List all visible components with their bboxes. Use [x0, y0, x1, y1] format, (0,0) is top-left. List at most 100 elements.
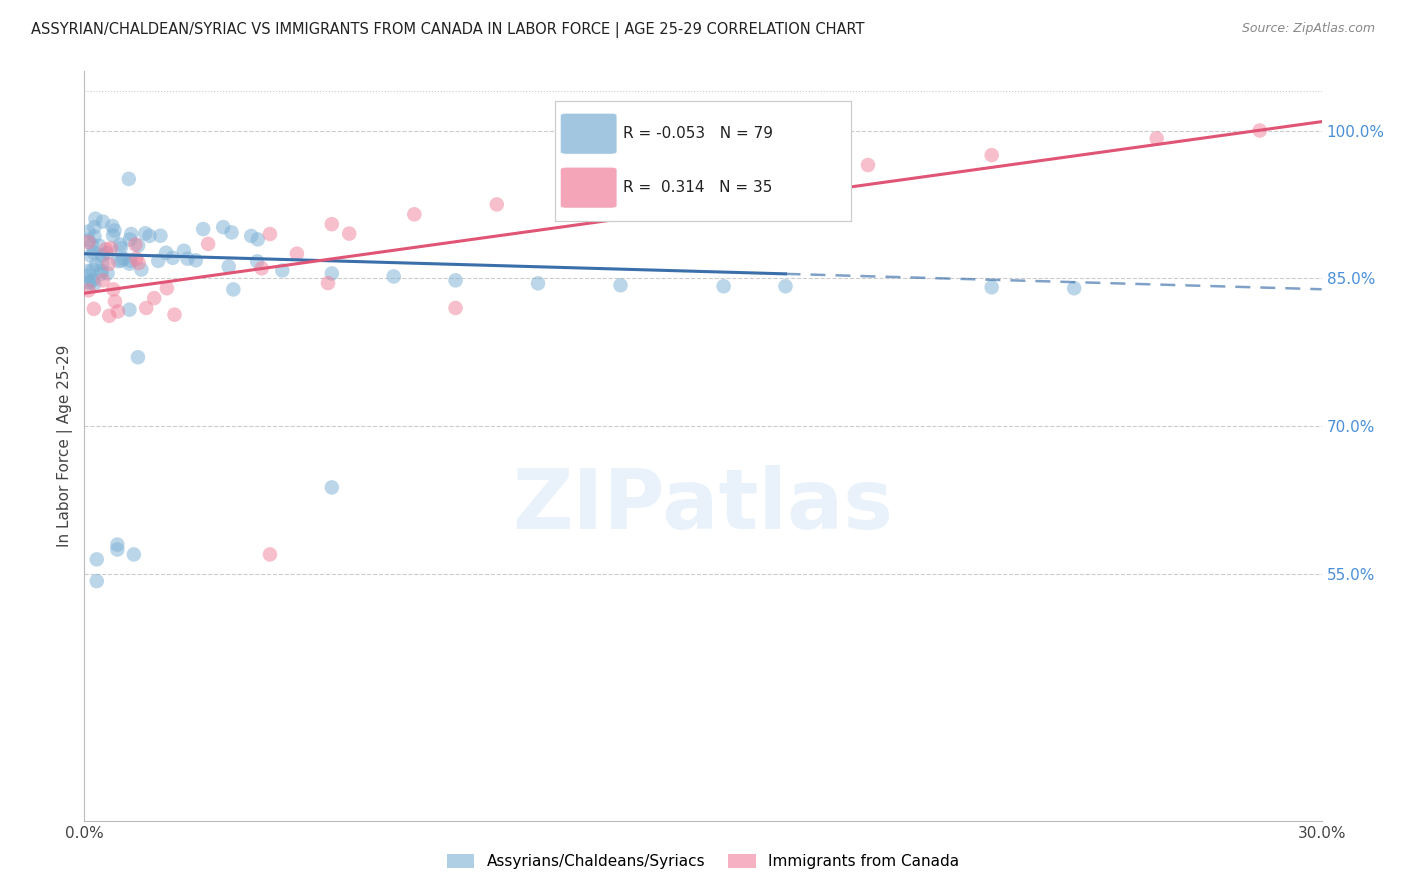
Point	[250, 261, 273, 276]
Point	[143, 291, 166, 305]
Point	[163, 308, 186, 322]
Point	[77, 235, 100, 249]
Point	[184, 253, 207, 268]
Point	[1249, 123, 1271, 137]
Point	[118, 232, 141, 246]
Point	[77, 283, 100, 297]
Point	[91, 248, 114, 262]
Point	[221, 226, 243, 240]
Point	[337, 227, 360, 241]
Point	[90, 264, 112, 278]
Point	[118, 302, 141, 317]
Text: ASSYRIAN/CHALDEAN/SYRIAC VS IMMIGRANTS FROM CANADA IN LABOR FORCE | AGE 25-29 CO: ASSYRIAN/CHALDEAN/SYRIAC VS IMMIGRANTS F…	[31, 22, 865, 38]
Point	[83, 229, 105, 244]
Point	[128, 256, 150, 270]
Point	[162, 251, 184, 265]
Point	[77, 225, 100, 239]
Point	[80, 237, 103, 252]
Point	[321, 480, 343, 494]
Text: ZIPatlas: ZIPatlas	[513, 466, 893, 547]
Point	[156, 281, 179, 295]
Point	[444, 301, 467, 315]
Point	[222, 282, 245, 296]
Point	[101, 228, 124, 243]
Point	[98, 309, 121, 323]
Point	[83, 277, 105, 291]
Point	[856, 158, 879, 172]
Point	[135, 301, 157, 315]
Point	[105, 542, 128, 557]
Point	[259, 548, 281, 562]
Point	[404, 207, 426, 221]
Point	[108, 237, 131, 252]
Point	[91, 273, 114, 287]
Point	[100, 241, 122, 255]
Point	[131, 262, 153, 277]
Point	[107, 304, 129, 318]
Point	[609, 278, 631, 293]
Point	[134, 227, 156, 241]
Point	[84, 258, 107, 272]
Point	[103, 282, 125, 296]
Point	[775, 279, 797, 293]
Point	[218, 260, 240, 274]
Point	[110, 253, 132, 268]
Point	[124, 237, 146, 252]
Point	[97, 266, 120, 280]
Point	[382, 269, 405, 284]
Point	[980, 148, 1002, 162]
Point	[89, 238, 111, 252]
Point	[149, 228, 172, 243]
Point	[127, 351, 149, 365]
Point	[90, 267, 112, 281]
Point	[1063, 281, 1085, 295]
Point	[246, 254, 269, 268]
Point	[148, 253, 170, 268]
Point	[191, 222, 214, 236]
Point	[485, 197, 508, 211]
Point	[444, 273, 467, 287]
Point	[77, 233, 100, 247]
Point	[122, 548, 145, 562]
Point	[86, 574, 108, 588]
Point	[240, 229, 263, 244]
Point	[112, 252, 135, 266]
Point	[321, 267, 343, 281]
Point	[155, 245, 177, 260]
Point	[120, 253, 142, 268]
Point	[107, 254, 129, 268]
Point	[176, 252, 198, 266]
Point	[105, 538, 128, 552]
Point	[212, 220, 235, 235]
Point	[138, 228, 160, 243]
Point	[125, 252, 148, 266]
Point	[77, 264, 100, 278]
Point	[83, 245, 105, 260]
Point	[609, 183, 631, 197]
Point	[91, 256, 114, 270]
Point	[103, 223, 125, 237]
Point	[82, 263, 104, 277]
Point	[321, 217, 343, 231]
Point	[79, 277, 101, 291]
Point	[94, 242, 117, 256]
Point	[97, 257, 120, 271]
Point	[80, 249, 103, 263]
Point	[104, 294, 127, 309]
Point	[77, 268, 100, 283]
Point	[197, 236, 219, 251]
Y-axis label: In Labor Force | Age 25-29: In Labor Force | Age 25-29	[58, 345, 73, 547]
Point	[110, 241, 132, 255]
Point	[285, 246, 308, 260]
Point	[271, 263, 294, 277]
Point	[120, 227, 142, 241]
Point	[118, 257, 141, 271]
Legend: Assyrians/Chaldeans/Syriacs, Immigrants from Canada: Assyrians/Chaldeans/Syriacs, Immigrants …	[441, 848, 965, 875]
Point	[86, 552, 108, 566]
Point	[246, 232, 269, 246]
Point	[83, 301, 105, 316]
Point	[173, 244, 195, 258]
Point	[733, 168, 755, 182]
Point	[82, 273, 104, 287]
Point	[101, 219, 124, 233]
